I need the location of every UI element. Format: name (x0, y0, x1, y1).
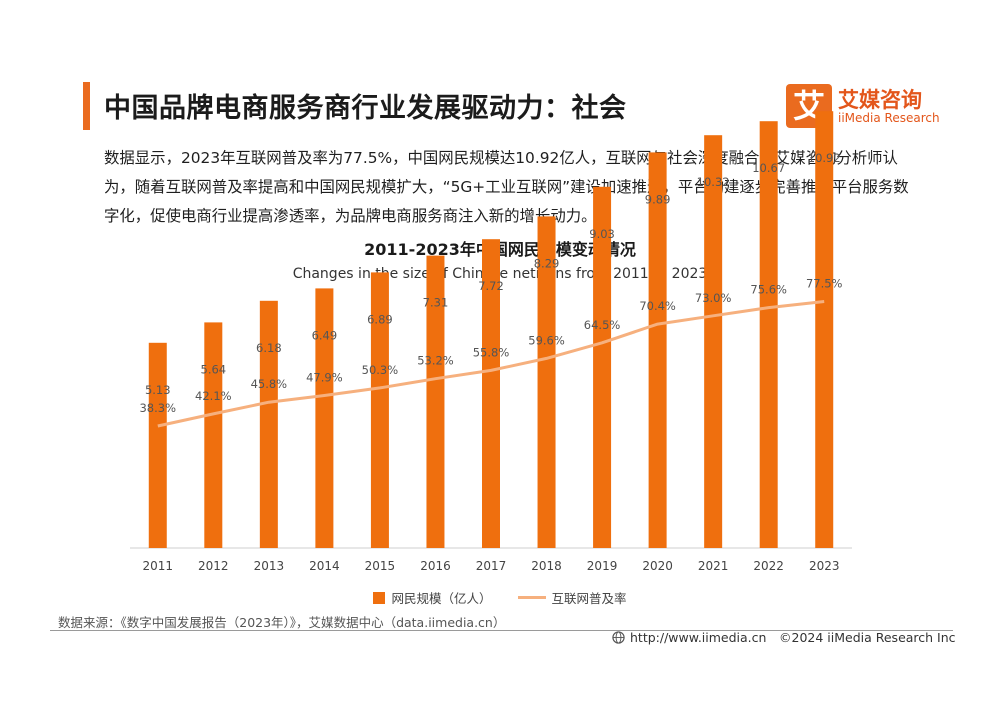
legend-item-line: 互联网普及率 (517, 588, 627, 607)
bar-2016 (426, 255, 445, 548)
bar-2015 (370, 272, 389, 548)
x-tick-2019: 2019 (587, 559, 618, 573)
bar-label-2022: 10.67 (752, 161, 785, 175)
x-tick-2022: 2022 (753, 559, 784, 573)
bar-2018 (537, 216, 556, 548)
legend-swatch-line (517, 596, 546, 599)
rate-label-2012: 42.1% (195, 389, 232, 403)
rate-label-2017: 55.8% (473, 345, 510, 359)
bar-2017 (482, 239, 500, 548)
page-title: 中国品牌电商服务商行业发展驱动力：社会 (104, 93, 627, 124)
rate-label-2016: 53.2% (417, 354, 454, 368)
bar-2013 (259, 300, 278, 548)
bar-label-2015: 6.89 (367, 312, 393, 326)
x-tick-2023: 2023 (809, 559, 840, 573)
x-tick-2017: 2017 (476, 559, 507, 573)
bar-label-2012: 5.64 (201, 362, 227, 376)
legend-swatch-bar (373, 591, 386, 604)
bar-2014 (315, 288, 334, 548)
logo-en-text: iiMedia Research (838, 111, 940, 125)
rate-label-2014: 47.9% (306, 371, 343, 385)
bar-label-2019: 9.03 (589, 227, 615, 241)
bar-label-2017: 7.72 (478, 279, 504, 293)
footer-copyright: ©2024 iiMedia Research Inc (779, 630, 956, 645)
legend-item-bar: 网民规模（亿人） (373, 588, 492, 607)
rate-label-2019: 64.5% (584, 318, 621, 332)
x-tick-2014: 2014 (309, 559, 340, 573)
x-tick-2015: 2015 (365, 559, 396, 573)
brand-logo: 艾 艾媒咨询 iiMedia Research (786, 82, 946, 130)
bar-2012 (204, 322, 223, 548)
rate-label-2022: 75.6% (750, 283, 787, 297)
title-accent-bar (83, 82, 90, 130)
bar-2022 (759, 121, 778, 548)
data-source: 数据来源：《数字中国发展报告（2023年）》，艾媒数据中心（data.iimed… (58, 615, 506, 630)
footer-url[interactable]: http://www.iimedia.cn (612, 630, 766, 645)
rate-label-2020: 70.4% (639, 299, 676, 313)
bar-label-2020: 9.89 (645, 192, 671, 206)
footer-divider (50, 630, 953, 631)
rate-label-2015: 50.3% (362, 363, 399, 377)
rate-label-2023: 77.5% (806, 277, 843, 291)
bar-label-2018: 8.29 (534, 256, 560, 270)
x-tick-2012: 2012 (198, 559, 229, 573)
bar-label-2021: 10.32 (697, 175, 730, 189)
legend-label-bar: 网民规模（亿人） (391, 591, 492, 606)
chart-legend: 网民规模（亿人） 互联网普及率 (0, 588, 1000, 607)
globe-icon (612, 631, 625, 644)
rate-label-2011: 38.3% (139, 401, 176, 415)
bar-2019 (593, 186, 612, 549)
rate-label-2018: 59.6% (528, 333, 565, 347)
footer-url-text[interactable]: http://www.iimedia.cn (630, 630, 767, 645)
x-tick-2013: 2013 (254, 559, 285, 573)
x-tick-2018: 2018 (531, 559, 562, 573)
logo-cn-text: 艾媒咨询 (838, 88, 922, 112)
bar-label-2013: 6.18 (256, 341, 282, 355)
x-tick-2016: 2016 (420, 559, 451, 573)
bar-2020 (648, 152, 667, 548)
legend-label-line: 互联网普及率 (551, 591, 627, 606)
bar-label-2016: 7.31 (423, 296, 449, 310)
bar-2011 (148, 342, 167, 548)
x-tick-2011: 2011 (142, 559, 173, 573)
bar-2021 (704, 135, 723, 548)
x-tick-2021: 2021 (698, 559, 729, 573)
bar-label-2011: 5.13 (145, 383, 171, 397)
rate-label-2021: 73.0% (695, 291, 732, 305)
bar-label-2014: 6.49 (312, 328, 338, 342)
bar-label-2023: 10.92 (808, 151, 841, 165)
rate-label-2013: 45.8% (251, 377, 288, 391)
rate-line (157, 300, 825, 428)
bar-2023 (815, 111, 834, 548)
x-tick-2020: 2020 (642, 559, 673, 573)
